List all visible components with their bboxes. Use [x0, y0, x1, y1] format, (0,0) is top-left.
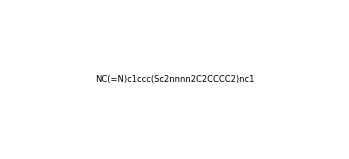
- Text: NC(=N)c1ccc(Sc2nnnn2C2CCCC2)nc1: NC(=N)c1ccc(Sc2nnnn2C2CCCC2)nc1: [95, 75, 254, 84]
